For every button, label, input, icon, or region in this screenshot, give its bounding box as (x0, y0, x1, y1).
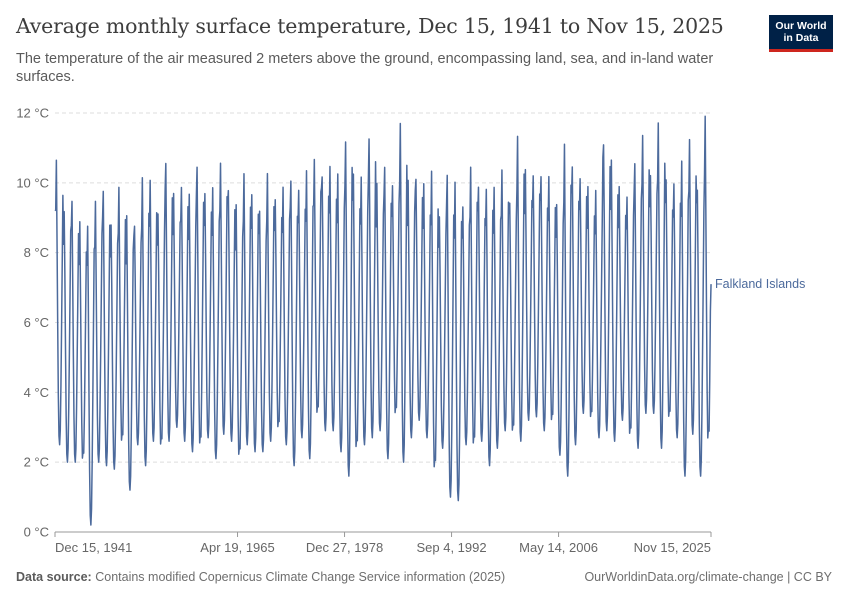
y-tick-label: 8 °C (24, 245, 49, 260)
y-tick-label: 4 °C (24, 385, 49, 400)
x-tick-label: Dec 15, 1941 (55, 540, 132, 555)
logo-line-1: Our World (775, 20, 827, 32)
line-chart: 0 °C 2 °C 4 °C 6 °C 8 °C 10 °C 12 °C Dec 15, 19… (16, 106, 805, 556)
x-tick-label: Apr 19, 1965 (200, 540, 274, 555)
y-tick-label: 12 °C (16, 106, 49, 121)
y-tick-label: 10 °C (16, 175, 49, 190)
data-source-label: Data source: (16, 570, 92, 584)
owid-logo[interactable]: Our World in Data (769, 15, 833, 52)
y-tick-label: 0 °C (24, 525, 49, 540)
chart-title: Average monthly surface temperature, Dec… (16, 14, 724, 38)
x-tick-label: Nov 15, 2025 (634, 540, 711, 555)
x-tick-label: Dec 27, 1978 (306, 540, 383, 555)
source-url-link[interactable]: OurWorldinData.org/climate-change | CC B… (584, 570, 832, 584)
series-line-falkland-islands (54, 115, 712, 526)
y-tick-label: 2 °C (24, 455, 49, 470)
chart-subtitle: The temperature of the air measured 2 me… (16, 51, 714, 85)
data-source-text: Contains modified Copernicus Climate Cha… (95, 570, 506, 584)
x-tick-label: Sep 4, 1992 (416, 540, 486, 555)
series-label: Falkland Islands (715, 277, 805, 291)
y-tick-label: 6 °C (24, 315, 49, 330)
x-tick-label: May 14, 2006 (519, 540, 598, 555)
data-source: Data source: Contains modified Copernicu… (16, 570, 505, 584)
logo-line-2: in Data (783, 32, 819, 44)
